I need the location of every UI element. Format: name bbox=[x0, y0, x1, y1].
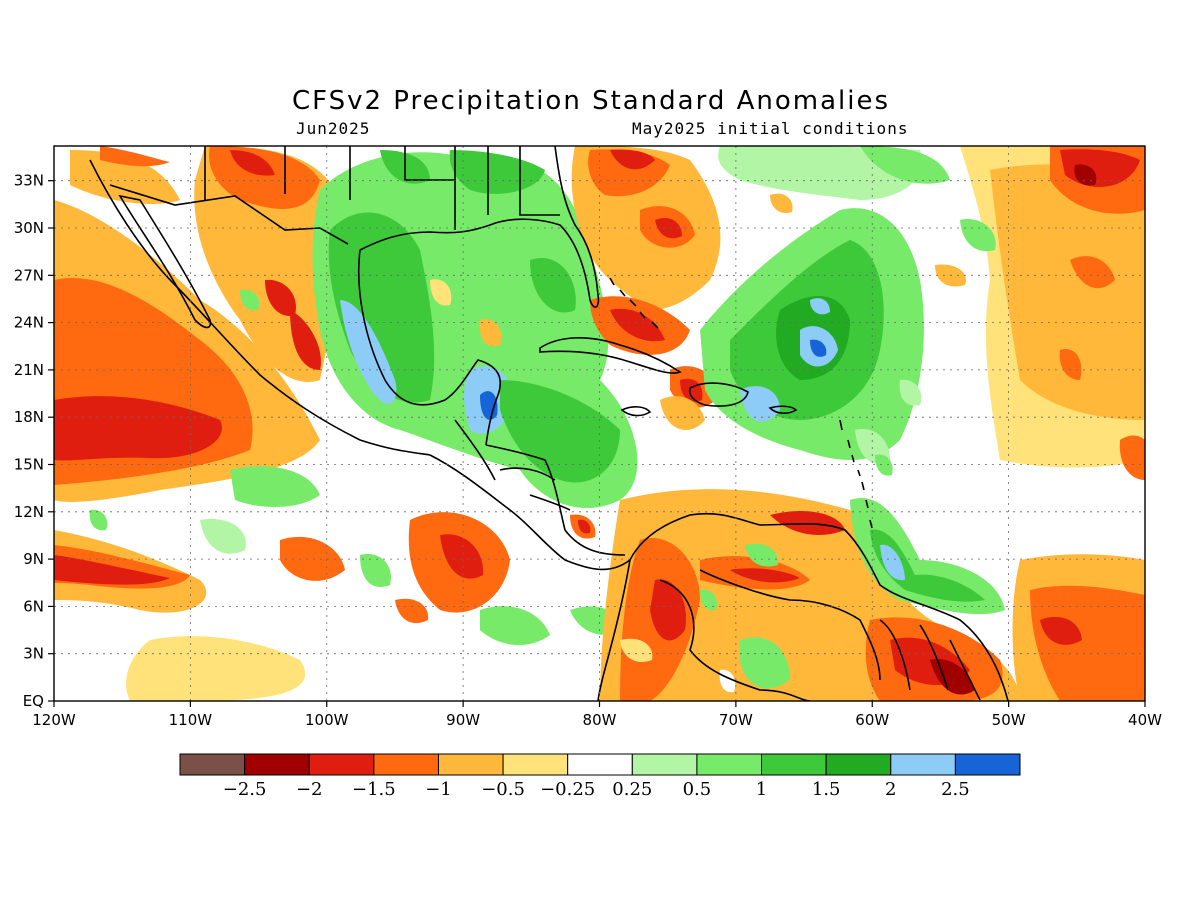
colorbar-label: 0.5 bbox=[683, 779, 712, 800]
central-america-borders bbox=[454, 419, 571, 511]
dry-region-caribbean-north bbox=[571, 146, 721, 408]
colorbar-label: −0.5 bbox=[481, 779, 525, 800]
colorbar-swatch bbox=[179, 753, 246, 776]
dry-region-mexico bbox=[194, 146, 343, 382]
x-tick-label: 100W bbox=[305, 711, 349, 729]
colorbar-swatch bbox=[437, 753, 504, 776]
colorbar-label: −1.5 bbox=[352, 779, 396, 800]
colorbar-label: −1 bbox=[425, 779, 452, 800]
y-tick-label: 30N bbox=[14, 219, 44, 237]
x-tick-label: 40W bbox=[1128, 711, 1162, 729]
colorbar-label: −2.5 bbox=[223, 779, 267, 800]
colorbar-swatch bbox=[825, 753, 892, 776]
dry-region-east-atlantic bbox=[960, 146, 1145, 701]
forecast-month: Jun2025 bbox=[296, 119, 371, 138]
colorbar-swatch bbox=[761, 753, 827, 776]
y-tick-label: 12N bbox=[14, 503, 44, 521]
coastlines bbox=[89, 146, 1009, 701]
venezuela-border bbox=[699, 569, 881, 681]
mexico-pacific-coast bbox=[89, 159, 431, 456]
dry-region-eastern-pacific bbox=[54, 146, 320, 613]
y-tick-label: 3N bbox=[23, 645, 44, 663]
y-tick-label: 33N bbox=[14, 172, 44, 190]
us-state-borders bbox=[204, 146, 560, 230]
y-tick-label: 9N bbox=[23, 550, 44, 568]
anomaly-field bbox=[54, 146, 1145, 701]
y-tick-label: 15N bbox=[14, 456, 44, 474]
colorbar-swatch bbox=[890, 753, 956, 776]
misc-anomaly-patches bbox=[89, 193, 996, 662]
jamaica bbox=[620, 406, 652, 417]
wet-region-atlantic bbox=[700, 146, 950, 460]
y-tick-label: 18N bbox=[14, 408, 44, 426]
x-tick-label: 70W bbox=[719, 711, 753, 729]
x-tick-label: 90W bbox=[446, 711, 480, 729]
colorbar-swatch bbox=[308, 753, 375, 776]
x-tick-label: 50W bbox=[992, 711, 1026, 729]
colorbar-swatch bbox=[567, 753, 633, 776]
colorbar-label: 0.25 bbox=[612, 779, 652, 800]
grid-lines bbox=[54, 146, 1145, 701]
x-axis-ticks: 120W 110W 100W 90W 80W 70W 60W 50W 40W bbox=[32, 701, 1162, 729]
colorbar: −2.5 −2 −1.5 −1 −0.5 −0.25 0.25 0.5 1 1.5 2 2.5 bbox=[179, 753, 1021, 800]
lesser-antilles bbox=[839, 419, 873, 529]
colorbar-label: 1 bbox=[756, 779, 767, 800]
y-tick-label: 6N bbox=[23, 597, 44, 615]
colorbar-label: 1.5 bbox=[812, 779, 841, 800]
colorbar-swatch bbox=[502, 753, 569, 776]
mexico-gulf-coast bbox=[357, 249, 502, 446]
map-title: CFSv2 Precipitation Standard Anomalies bbox=[291, 86, 891, 116]
wet-region-gulf bbox=[312, 150, 638, 509]
initial-conditions: May2025 initial conditions bbox=[632, 119, 909, 138]
x-tick-label: 60W bbox=[855, 711, 889, 729]
guianas-borders bbox=[879, 619, 981, 701]
colorbar-label: 2.5 bbox=[941, 779, 970, 800]
south-america-pacific-coast bbox=[597, 559, 631, 701]
puerto-rico bbox=[768, 405, 798, 414]
hispaniola bbox=[688, 382, 749, 407]
colorbar-swatch bbox=[244, 753, 310, 776]
y-tick-label: EQ bbox=[23, 692, 44, 710]
colorbar-label: 2 bbox=[885, 779, 896, 800]
y-axis-ticks: EQ 3N 6N 9N 12N 15N 18N 21N 24N 27N 30N 33N bbox=[14, 172, 54, 710]
y-tick-label: 21N bbox=[14, 361, 44, 379]
colorbar-swatch bbox=[954, 753, 1021, 776]
bahamas bbox=[609, 277, 659, 329]
x-tick-label: 120W bbox=[32, 711, 76, 729]
colorbar-label: −0.25 bbox=[540, 779, 595, 800]
colorbar-swatch bbox=[696, 753, 763, 776]
mixed-region-eastern-pacific bbox=[126, 466, 622, 701]
us-mexico-border bbox=[109, 184, 349, 245]
x-tick-label: 110W bbox=[169, 711, 213, 729]
baja-california bbox=[118, 194, 212, 329]
central-america-pacific-coast bbox=[429, 454, 631, 571]
cuba bbox=[539, 337, 682, 374]
us-gulf-coast bbox=[359, 146, 600, 308]
x-tick-label: 80W bbox=[583, 711, 617, 729]
central-america-caribbean-coast bbox=[485, 444, 626, 556]
colorbar-swatch bbox=[373, 753, 439, 776]
colombia-border bbox=[659, 579, 811, 701]
colorbar-label: −2 bbox=[296, 779, 323, 800]
y-tick-label: 27N bbox=[14, 266, 44, 284]
y-tick-label: 24N bbox=[14, 314, 44, 332]
colorbar-swatch bbox=[631, 753, 698, 776]
wet-region-guiana bbox=[850, 429, 1005, 615]
south-america-north-coast bbox=[629, 512, 1009, 701]
